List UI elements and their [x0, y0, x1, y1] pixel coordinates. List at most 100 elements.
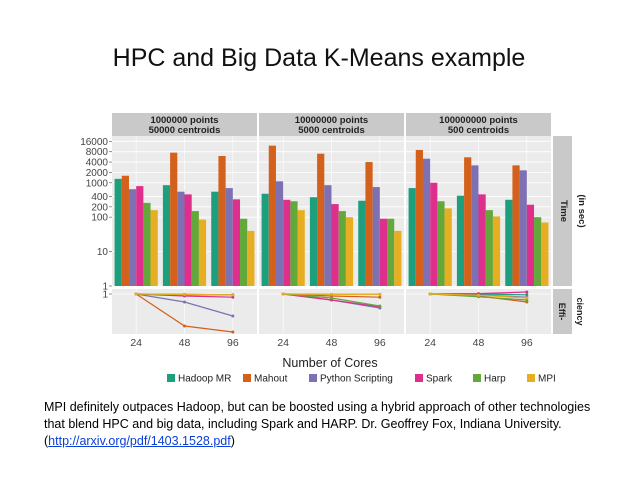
x-tick-label: 24: [424, 337, 436, 349]
bar-mpi: [297, 210, 305, 286]
time-y-tick-label: 1000: [86, 178, 109, 189]
eff-point: [378, 295, 382, 299]
time-y-tick-label: 10: [97, 247, 109, 258]
bar-spark: [430, 182, 438, 286]
time-y-tick-label: 8000: [86, 147, 109, 158]
bar-spark: [283, 199, 291, 286]
legend-swatch-hadoop-mr: [167, 374, 175, 382]
legend-label: Python Scripting: [320, 374, 393, 385]
bar-mpi: [444, 208, 452, 286]
bar-spark: [136, 186, 144, 286]
bar-mpi: [541, 222, 549, 286]
time-strip: [553, 136, 572, 286]
eff-point: [183, 300, 186, 304]
bar-spark: [379, 218, 388, 286]
eff-point: [428, 292, 432, 296]
bar-python-scripting: [177, 191, 185, 286]
bar-harp: [387, 218, 395, 286]
eff-point: [378, 304, 382, 308]
bar-mahout: [218, 155, 226, 286]
bar-python-scripting: [519, 170, 527, 286]
eff-point: [330, 296, 333, 300]
time-strip-label: Time: [558, 200, 569, 222]
bar-mpi: [345, 217, 354, 286]
bar-spark: [331, 204, 339, 286]
legend-label: Hadoop MR: [178, 374, 231, 385]
eff-point: [231, 293, 235, 297]
bar-hadoop-mr: [505, 199, 513, 286]
x-tick-label: 48: [326, 337, 338, 349]
bar-python-scripting: [422, 158, 431, 286]
eff-point: [231, 314, 235, 318]
x-tick-label: 24: [277, 337, 289, 349]
bar-mpi: [198, 219, 207, 286]
slide-title: HPC and Big Data K-Means example: [112, 44, 526, 72]
bar-hadoop-mr: [162, 185, 171, 286]
legend-label: Spark: [426, 374, 453, 385]
x-tick-label: 48: [473, 337, 485, 349]
eff-strip-label: Effi-: [557, 303, 567, 321]
eff-point: [281, 292, 285, 296]
bar-harp: [143, 202, 151, 286]
bar-hadoop-mr: [114, 178, 122, 286]
panel-label-line2: 5000 centroids: [298, 125, 365, 136]
time-y-tick-label: 400: [91, 192, 108, 203]
bar-mahout: [464, 157, 472, 286]
panel-label-line1: 1000000 points: [150, 115, 218, 126]
panel-label-line2: 500 centroids: [448, 125, 509, 136]
bar-python-scripting: [372, 187, 380, 286]
bar-hadoop-mr: [456, 195, 465, 286]
eff-y-tick-label: 1: [102, 290, 108, 301]
panel-strip-2: [259, 113, 404, 136]
bar-spark: [526, 204, 535, 286]
bar-mahout: [121, 175, 129, 286]
legend-swatch-harp: [473, 374, 481, 382]
legend-swatch-mpi: [527, 374, 535, 382]
eff-strip: [553, 289, 572, 334]
x-tick-label: 24: [130, 337, 142, 349]
bar-python-scripting: [471, 165, 479, 286]
paper-link[interactable]: http://arxiv.org/pdf/1403.1528.pdf: [48, 434, 231, 448]
bar-mpi: [150, 210, 158, 286]
caption-text: MPI definitely outpaces Hadoop, but can …: [44, 400, 591, 448]
legend-label: Harp: [484, 374, 506, 385]
bar-spark: [184, 194, 192, 286]
bar-mahout: [170, 152, 178, 286]
panel-label-line1: 10000000 points: [295, 115, 368, 126]
x-tick-label: 48: [179, 337, 191, 349]
bar-mahout: [317, 153, 325, 286]
bar-harp: [290, 201, 298, 286]
time-strip-unit: (in sec): [576, 194, 587, 227]
time-y-tick-label: 200: [91, 202, 108, 213]
bar-mahout: [512, 165, 520, 286]
eff-point: [231, 295, 235, 299]
bar-hadoop-mr: [408, 188, 416, 286]
time-y-tick-label: 100: [91, 213, 108, 224]
bar-python-scripting: [128, 189, 137, 286]
bar-harp: [338, 211, 346, 286]
bar-mahout: [365, 162, 373, 286]
time-y-tick-label: 2000: [86, 168, 109, 179]
bar-hadoop-mr: [211, 191, 219, 286]
eff-point: [477, 293, 480, 297]
eff-point: [525, 296, 529, 300]
eff-point: [330, 292, 333, 296]
bar-hadoop-mr: [309, 197, 318, 286]
bar-spark: [232, 199, 241, 286]
panel-strip-1: [112, 113, 257, 136]
bar-mpi: [394, 230, 402, 286]
eff-point: [231, 330, 235, 334]
bar-hadoop-mr: [261, 193, 269, 286]
bar-mpi: [492, 216, 501, 286]
caption: MPI definitely outpaces Hadoop, but can …: [44, 399, 604, 450]
panel-strip-3: [406, 113, 551, 136]
caption-end: ): [230, 434, 235, 448]
eff-point: [183, 292, 186, 296]
x-tick-label: 96: [521, 337, 533, 349]
eff-point: [525, 290, 529, 294]
panel-label-line1: 100000000 points: [439, 115, 518, 126]
bar-spark: [478, 194, 486, 286]
legend-swatch-mahout: [243, 374, 251, 382]
time-y-tick-label: 1: [102, 282, 108, 293]
